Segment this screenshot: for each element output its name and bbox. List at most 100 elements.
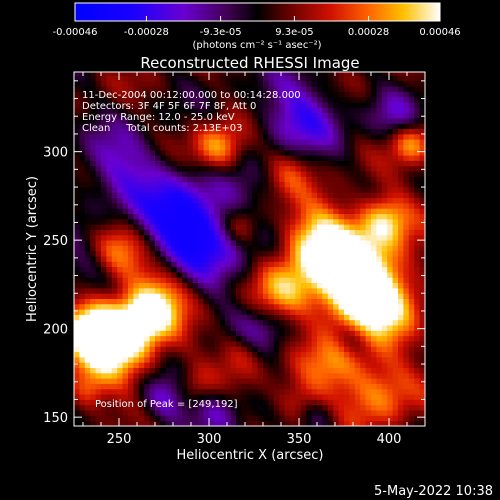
heatmap-cell [171, 202, 177, 209]
heatmap-cell [246, 372, 253, 379]
heatmap-cell [317, 261, 323, 268]
heatmap-cell [327, 351, 334, 358]
heatmap-cell [419, 410, 425, 416]
heatmap-cell [376, 192, 383, 199]
heatmap-cell [176, 362, 183, 368]
heatmap-cell [414, 415, 420, 422]
heatmap-cell [300, 86, 307, 92]
heatmap-cell [117, 86, 123, 92]
heatmap-cell [349, 250, 356, 257]
heatmap-cell [403, 139, 410, 145]
heatmap-cell [122, 372, 129, 379]
heatmap-cell [381, 383, 388, 390]
heatmap-cell [214, 139, 221, 145]
heatmap-cell [327, 383, 334, 390]
heatmap-cell [95, 112, 102, 119]
heatmap-cell [295, 133, 302, 140]
heatmap-cell [176, 75, 183, 82]
heatmap-cell [128, 314, 134, 321]
heatmap-cell [111, 80, 118, 87]
heatmap-cell [349, 102, 356, 108]
heatmap-cell [106, 346, 113, 353]
heatmap-cell [160, 319, 167, 326]
heatmap-cell [306, 388, 312, 395]
heatmap-cell [419, 160, 425, 167]
heatmap-cell [149, 266, 156, 273]
heatmap-cell [122, 181, 129, 188]
heatmap-cell [176, 335, 183, 342]
heatmap-cell [79, 287, 86, 294]
heatmap-cell [117, 351, 123, 358]
heatmap-cell [149, 245, 156, 252]
heatmap-cell [257, 356, 264, 363]
heatmap-cell [203, 404, 210, 411]
heatmap-cell [392, 415, 399, 422]
heatmap-cell [327, 404, 334, 411]
heatmap-cell [268, 133, 275, 140]
heatmap-cell [230, 351, 237, 358]
heatmap-cell [149, 303, 156, 310]
heatmap-cell [165, 192, 172, 199]
heatmap-cell [398, 80, 404, 87]
heatmap-cell [160, 415, 167, 422]
heatmap-cell [230, 123, 237, 130]
heatmap-cell [101, 187, 107, 193]
heatmap-cell [101, 309, 107, 315]
heatmap-cell [198, 383, 204, 390]
heatmap-cell [360, 319, 366, 326]
heatmap-cell [365, 118, 372, 124]
heatmap-cell [268, 128, 275, 135]
heatmap-cell [327, 277, 334, 284]
heatmap-cell [257, 224, 264, 230]
heatmap-cell [333, 149, 339, 156]
heatmap-cell [279, 420, 285, 426]
heatmap-cell [403, 128, 410, 135]
heatmap-cell [349, 383, 356, 390]
heatmap-cell [403, 250, 410, 257]
heatmap-cell [306, 224, 312, 230]
heatmap-cell [311, 133, 318, 140]
heatmap-cell [84, 335, 91, 342]
heatmap-cell [284, 383, 291, 390]
heatmap-cell [90, 202, 96, 209]
heatmap-cell [349, 213, 356, 220]
heatmap-cell [414, 165, 420, 172]
heatmap-cell [360, 356, 366, 363]
heatmap-cell [408, 171, 415, 177]
heatmap-cell [349, 394, 356, 400]
heatmap-cell [128, 218, 134, 225]
heatmap-cell [381, 367, 388, 374]
heatmap-cell [225, 303, 231, 310]
heatmap-cell [284, 261, 291, 268]
heatmap-cell [214, 250, 221, 257]
heatmap-cell [333, 112, 339, 119]
heatmap-cell [198, 399, 204, 406]
heatmap-cell [381, 351, 388, 358]
heatmap-cell [311, 388, 318, 395]
heatmap-cell [408, 224, 415, 230]
heatmap-cell [257, 372, 264, 379]
heatmap-cell [419, 394, 425, 400]
heatmap-cell [354, 139, 361, 145]
heatmap-cell [263, 261, 269, 268]
heatmap-cell [392, 335, 399, 342]
heatmap-cell [403, 80, 410, 87]
heatmap-cell [327, 325, 334, 331]
heatmap-cell [392, 410, 399, 416]
heatmap-cell [90, 266, 96, 273]
heatmap-cell [176, 176, 183, 183]
heatmap-cell [300, 341, 307, 347]
heatmap-cell [219, 372, 226, 379]
heatmap-cell [219, 160, 226, 167]
heatmap-cell [290, 287, 296, 294]
heatmap-cell [165, 229, 172, 236]
heatmap-cell [149, 75, 156, 82]
heatmap-cell [230, 133, 237, 140]
heatmap-cell [101, 293, 107, 299]
heatmap-cell [79, 282, 86, 289]
heatmap-cell [376, 378, 383, 384]
heatmap-cell [182, 266, 188, 273]
heatmap-cell [241, 420, 248, 426]
heatmap-cell [144, 356, 150, 363]
heatmap-cell [144, 314, 150, 321]
